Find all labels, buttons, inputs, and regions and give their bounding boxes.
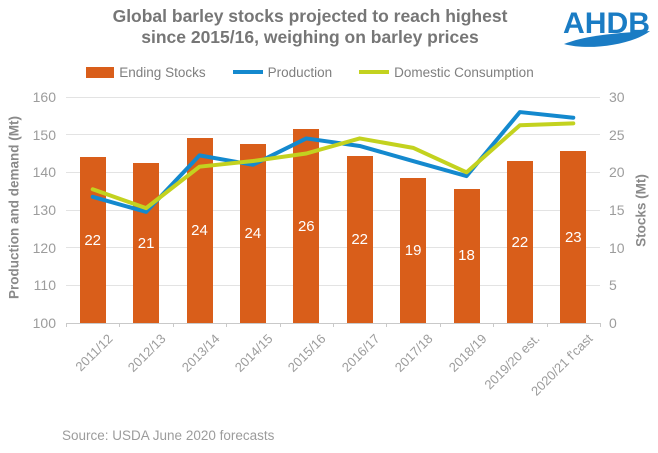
x-axis-tick <box>119 323 121 327</box>
ahdb-logo-wave-icon <box>564 31 650 47</box>
right-axis-tick-label: 0 <box>609 315 617 331</box>
right-axis-tick-label: 15 <box>609 202 625 218</box>
ending-stocks-bar: 22 <box>79 157 106 323</box>
x-axis-tick <box>279 323 281 327</box>
right-axis-tick-label: 5 <box>609 277 617 294</box>
left-axis-tick-label: 160 <box>32 89 56 105</box>
domestic-consumption-line <box>90 121 576 211</box>
bar-value-label: 24 <box>191 222 208 240</box>
left-axis-tick-label: 140 <box>32 164 56 181</box>
x-axis-tick <box>386 323 388 327</box>
right-axis-tick-label: 20 <box>609 164 625 181</box>
legend-label: Production <box>267 64 333 80</box>
chart-title: Global barley stocks projected to reach … <box>40 6 580 48</box>
x-axis-tick <box>493 323 495 327</box>
bar-value-label: 18 <box>458 247 475 265</box>
ending-stocks-bar: 24 <box>186 138 213 323</box>
chart-title-line1: Global barley stocks projected to reach … <box>112 6 508 26</box>
gridline <box>66 247 600 249</box>
gridline <box>66 96 600 98</box>
gridline <box>66 284 600 286</box>
x-axis-tick <box>546 323 548 327</box>
chart-legend: Ending Stocks Production Domestic Consumpt… <box>0 60 620 84</box>
chart-title-line2: since 2015/16, weighing on barley prices <box>141 27 479 47</box>
x-axis-tick <box>600 323 601 327</box>
ending-stocks-bar: 19 <box>400 177 427 323</box>
bar-value-label: 24 <box>244 225 262 243</box>
bar-value-label: 22 <box>351 230 369 248</box>
right-axis-tick-label: 25 <box>609 126 625 143</box>
ending-stocks-bar: 22 <box>346 155 373 323</box>
x-axis-tick <box>333 323 334 327</box>
bar-value-label: 21 <box>137 234 155 252</box>
bar-value-label: 23 <box>564 228 582 246</box>
ending-stocks-bar: 23 <box>560 151 587 323</box>
x-axis-tick <box>226 323 228 327</box>
legend-item-domestic-consumption: Domestic Consumption <box>359 65 534 80</box>
x-axis-tick <box>66 323 67 327</box>
ending-stocks-bar: 24 <box>239 144 266 323</box>
ending-stocks-bar: 26 <box>293 129 320 323</box>
gridline <box>66 134 600 136</box>
bar-value-label: 19 <box>404 241 422 259</box>
production-line <box>90 110 576 214</box>
bar-value-label: 26 <box>297 217 315 235</box>
left-axis-tick-label: 130 <box>32 202 56 218</box>
legend-line-swatch-icon <box>359 70 390 74</box>
legend-line-swatch-icon <box>232 70 263 74</box>
left-axis-tick-label: 150 <box>32 126 56 143</box>
legend-item-ending-stocks: Ending Stocks <box>86 64 206 80</box>
bar-value-label: 22 <box>84 231 102 249</box>
ahdb-logo: AHDB <box>563 7 650 47</box>
legend-bar-swatch-icon <box>86 66 115 78</box>
legend-item-production: Production <box>232 64 333 80</box>
ending-stocks-bar: 18 <box>453 188 480 323</box>
source-note: Source: USDA June 2020 forecasts <box>62 428 275 443</box>
x-axis-tick <box>172 323 174 327</box>
x-axis-tick <box>439 323 441 327</box>
right-axis-tick-label: 30 <box>609 89 625 105</box>
left-axis-tick-label: 100 <box>32 315 56 331</box>
legend-label: Domestic Consumption <box>394 64 534 80</box>
legend-label: Ending Stocks <box>119 64 206 80</box>
right-axis-tick-label: 10 <box>609 239 625 256</box>
ending-stocks-bar: 21 <box>133 163 160 323</box>
ending-stocks-bar: 22 <box>506 161 533 323</box>
left-axis-tick-label: 110 <box>33 277 56 294</box>
bar-value-label: 22 <box>511 233 529 251</box>
left-axis-tick-label: 120 <box>32 239 56 256</box>
